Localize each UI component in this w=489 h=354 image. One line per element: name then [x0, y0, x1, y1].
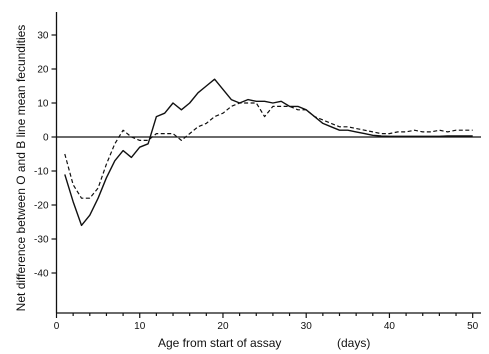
tick-labels: 30 20 10 0 -10 -20 -30 -40 0 10 20 30 40 50	[34, 31, 479, 333]
axes	[55, 12, 481, 314]
x-tick-label: 0	[54, 321, 60, 332]
y-tick-label: -40	[34, 269, 49, 280]
y-axis-title: Net difference between O and B line mean…	[14, 25, 28, 312]
y-tick-label: 20	[37, 65, 49, 76]
x-tick-label: 20	[217, 321, 229, 332]
y-tick-label: -10	[34, 167, 49, 178]
x-axis-title: Age from start of assay	[158, 336, 281, 350]
x-axis-unit: (days)	[337, 336, 370, 350]
series	[64, 78, 473, 227]
x-tick-label: 30	[301, 321, 313, 332]
y-tick-label: 30	[37, 31, 49, 42]
x-tick-label: 40	[384, 321, 396, 332]
y-tick-label: -20	[34, 201, 49, 212]
series-solid-line	[64, 78, 473, 227]
y-tick-label: 0	[43, 133, 49, 144]
x-tick-label: 10	[134, 321, 146, 332]
series-dashed-line	[64, 102, 473, 199]
y-tick-label: 10	[37, 99, 49, 110]
y-tick-label: -30	[34, 235, 49, 246]
x-tick-label: 50	[467, 321, 479, 332]
ticks	[51, 34, 474, 318]
